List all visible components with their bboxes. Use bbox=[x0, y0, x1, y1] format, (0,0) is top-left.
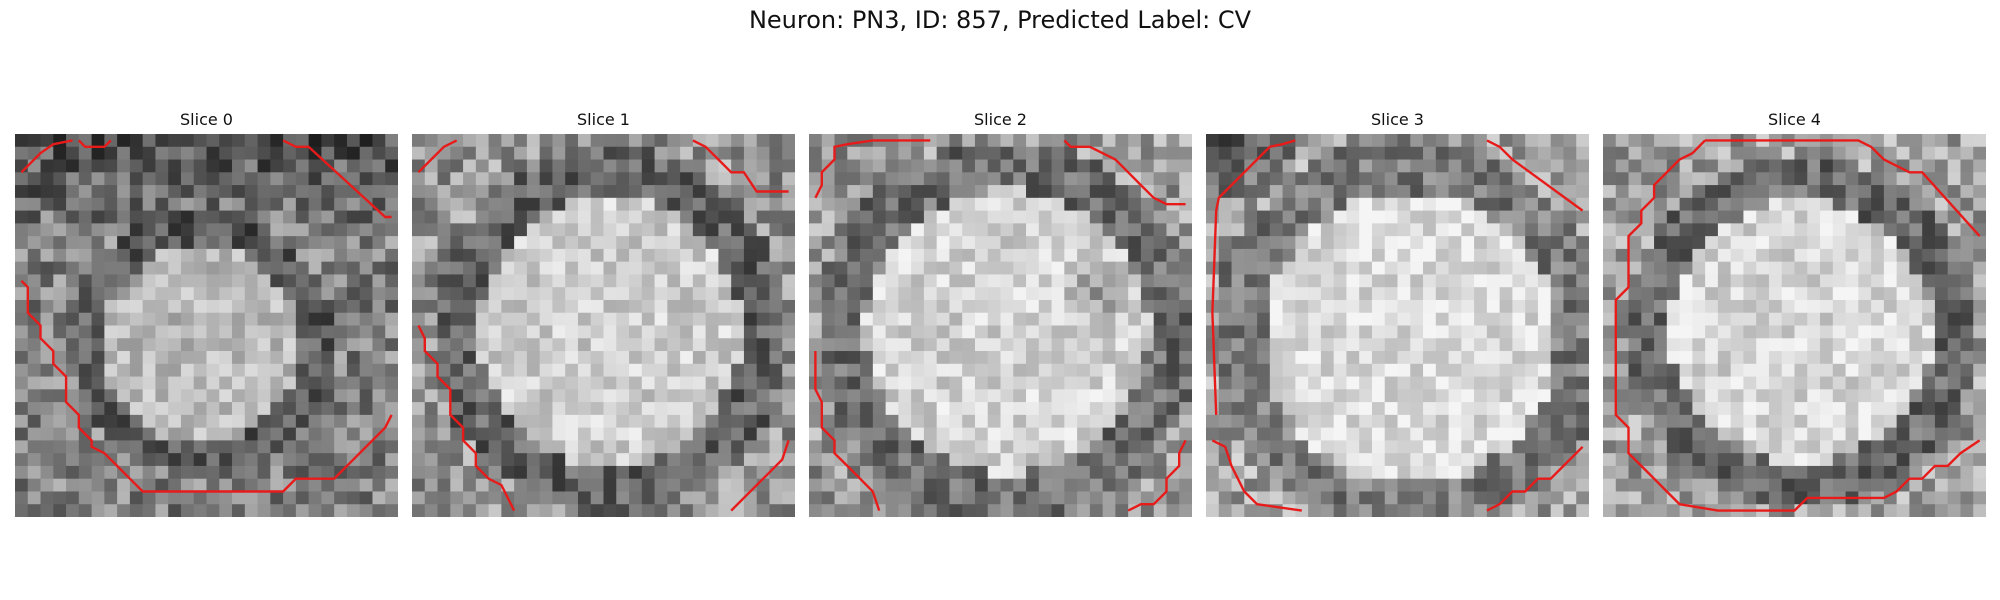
slice-pixel-grid bbox=[1206, 134, 1589, 517]
slice-pixel-grid bbox=[1603, 134, 1986, 517]
segmentation-contour bbox=[77, 139, 112, 149]
segmentation-contour bbox=[1486, 445, 1584, 512]
slice-panel-3: Slice 3 bbox=[1206, 108, 1589, 517]
segmentation-contour bbox=[1486, 139, 1584, 212]
segmentation-contour bbox=[692, 139, 789, 193]
slice-title: Slice 2 bbox=[974, 110, 1027, 129]
slice-title: Slice 0 bbox=[180, 110, 233, 129]
slice-panel-4: Slice 4 bbox=[1603, 108, 1986, 517]
slice-pixel-grid bbox=[412, 134, 795, 517]
slice-pixel-grid bbox=[809, 134, 1192, 517]
slice-image bbox=[412, 134, 795, 517]
slice-image bbox=[1603, 134, 1986, 517]
slice-title: Slice 4 bbox=[1768, 110, 1821, 129]
segmentation-contour bbox=[1211, 139, 1296, 415]
slice-panel-1: Slice 1 bbox=[412, 108, 795, 517]
segmentation-contour bbox=[1127, 439, 1187, 512]
segmentation-contour bbox=[417, 139, 458, 174]
segmentation-contour bbox=[20, 279, 393, 493]
segmentation-contour bbox=[417, 324, 516, 512]
slice-panel-2: Slice 2 bbox=[809, 108, 1192, 517]
segmentation-contour bbox=[1614, 139, 1981, 512]
slice-panel-0: Slice 0 bbox=[15, 108, 398, 517]
segmentation-contour bbox=[814, 139, 931, 199]
segmentation-contour bbox=[814, 351, 881, 511]
slice-image bbox=[15, 134, 398, 517]
slice-image bbox=[1206, 134, 1589, 517]
segmentation-contour bbox=[20, 139, 73, 174]
segmentation-contour bbox=[1063, 139, 1186, 206]
segmentation-contour bbox=[1211, 439, 1302, 512]
slice-image bbox=[809, 134, 1192, 517]
slice-title: Slice 3 bbox=[1371, 110, 1424, 129]
slice-title: Slice 1 bbox=[577, 110, 630, 129]
figure-title: Neuron: PN3, ID: 857, Predicted Label: C… bbox=[748, 6, 1252, 34]
segmentation-contour bbox=[730, 440, 790, 512]
segmentation-contour bbox=[282, 139, 392, 219]
segmentation-contour bbox=[1705, 139, 1981, 237]
slice-pixel-grid bbox=[15, 134, 398, 517]
